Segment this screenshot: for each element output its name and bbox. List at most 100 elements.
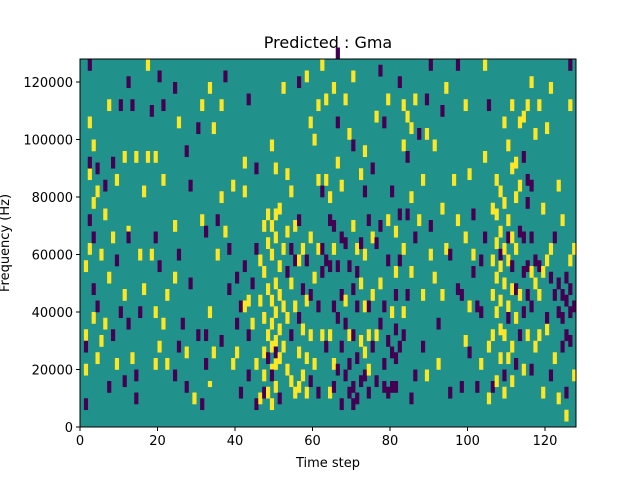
heatmap-cell [277,202,282,209]
heatmap-cell [486,392,492,399]
heatmap-cell [289,185,294,192]
heatmap-cell [428,59,433,66]
y-tick-label: 0 [65,421,73,436]
heatmap-cell [95,352,100,359]
heatmap-cell [304,392,309,399]
heatmap-cell [316,392,321,399]
heatmap-cell [529,271,534,278]
heatmap-cell [548,369,554,376]
heatmap-cell [285,312,290,319]
heatmap-cell [308,335,313,342]
heatmap-cell [300,248,306,255]
heatmap-cell [548,243,554,250]
heatmap-cell [157,340,162,347]
heatmap-cell [409,197,414,204]
heatmap-cell [401,139,406,146]
heatmap-cell [238,306,244,313]
heatmap-cell [258,300,263,307]
heatmap-cell [103,323,108,330]
heatmap-cell [118,312,123,319]
heatmap-cell [413,375,418,382]
heatmap-cell [382,381,387,388]
heatmap-cell [262,375,267,382]
heatmap-cell [273,162,278,169]
heatmap-cell [463,99,468,106]
heatmap-cell [173,87,178,94]
heatmap-cell [393,352,399,359]
heatmap-cell [351,70,356,77]
heatmap-cell [339,398,344,405]
heatmap-cell [235,352,240,359]
heatmap-cell [254,363,259,370]
heatmap-cell [452,174,457,181]
heatmap-cell [111,156,116,163]
heatmap-cell [510,237,515,244]
heatmap-cell [370,231,375,238]
heatmap-cell [153,312,158,319]
heatmap-cell [331,358,337,365]
heatmap-cell [262,271,267,278]
heatmap-cell [269,294,275,301]
heatmap-cell [242,191,247,198]
heatmap-cell [184,346,189,353]
heatmap-cell [424,369,430,376]
heatmap-cell [173,271,178,278]
heatmap-cell [184,381,189,388]
heatmap-cell [316,300,321,307]
heatmap-cell [529,300,534,307]
heatmap-cell [517,329,523,336]
heatmap-cell [304,352,309,359]
heatmap-cell [545,260,550,267]
heatmap-cell [266,214,271,221]
heatmap-cell [312,277,317,284]
heatmap-cell [382,116,387,123]
heatmap-cell [91,231,96,238]
heatmap-cell [374,237,379,244]
heatmap-cell [436,317,441,324]
heatmap-cell [541,392,546,399]
heatmap-cell [300,375,306,382]
heatmap-cell [277,358,282,365]
heatmap-cell [409,191,414,198]
heatmap-cell [506,220,511,227]
heatmap-cell [537,266,542,273]
heatmap-cell [204,225,209,232]
heatmap-cell [215,248,220,255]
heatmap-cell [502,329,507,336]
heatmap-cell [440,110,445,117]
heatmap-cell [514,191,519,198]
heatmap-cell [382,306,387,313]
heatmap-cell [118,105,123,112]
heatmap-cell [440,208,445,215]
heatmap-cell [273,168,278,175]
heatmap-cell [498,352,503,359]
heatmap-cell [568,64,573,71]
heatmap-cell [238,386,244,393]
heatmap-cell [161,179,166,186]
heatmap-cell [316,306,321,313]
heatmap-cell [227,289,232,296]
heatmap-cell [502,375,507,382]
heatmap-cell [254,358,259,365]
heatmap-cell [145,64,151,71]
heatmap-cell [479,306,484,313]
heatmap-cell [568,312,573,319]
heatmap-cell [386,220,391,227]
heatmap-cell [331,300,337,307]
heatmap-cell [393,381,399,388]
heatmap-cell [424,133,430,140]
heatmap-cell [556,283,561,290]
heatmap-cell [219,335,224,342]
heatmap-cell [114,260,120,267]
heatmap-cell [393,289,399,296]
heatmap-cell [374,243,379,250]
heatmap-cell [204,363,209,370]
heatmap-cell [413,369,418,376]
heatmap-cell [390,386,395,393]
heatmap-cell [111,162,116,169]
heatmap-cell [273,312,278,319]
heatmap-cell [483,156,488,163]
heatmap-cell [370,294,375,301]
heatmap-cell [277,352,282,359]
heatmap-cell [95,358,100,365]
